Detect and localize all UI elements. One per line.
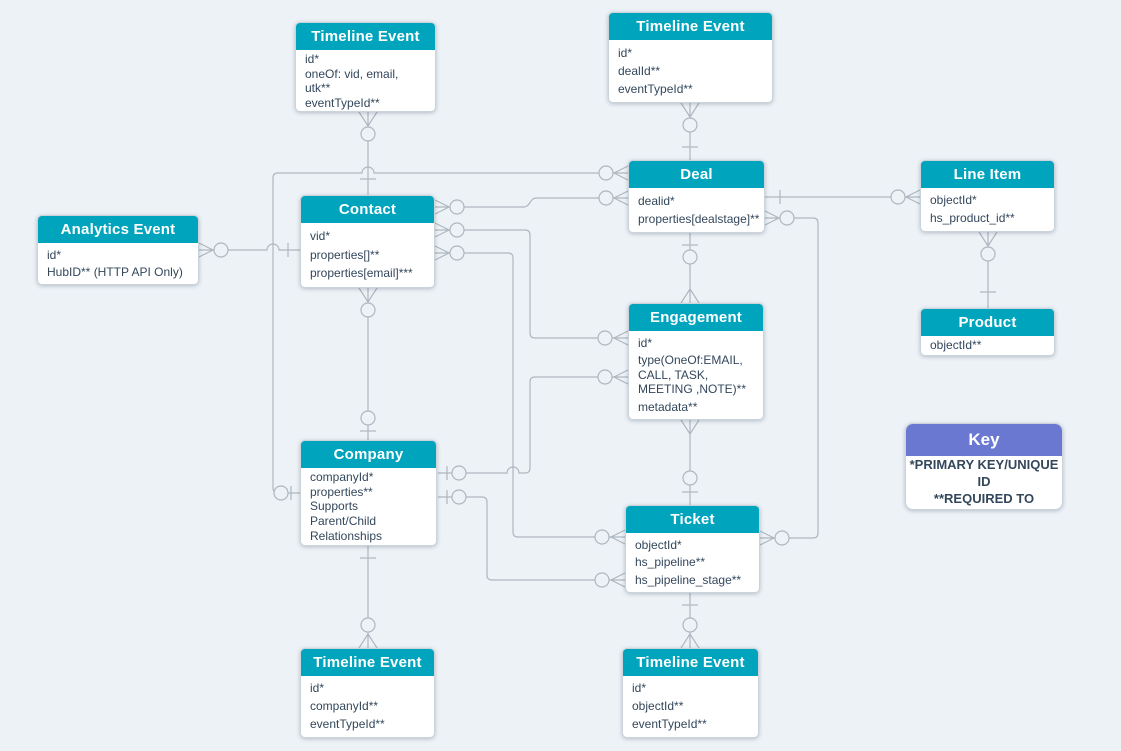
connector-analytics-contact [198, 242, 300, 258]
entity-field: hs_pipeline** [635, 555, 706, 570]
entity-field: dealId** [618, 63, 661, 78]
connector-deal-engagement [680, 233, 700, 304]
entity-title: Timeline Event [623, 649, 758, 676]
entity-title: Contact [301, 196, 434, 223]
entity-field: eventTypeId** [632, 717, 707, 732]
entity-title: Deal [629, 161, 764, 188]
entity-title: Timeline Event [296, 23, 435, 50]
entity-field: objectId** [632, 699, 684, 714]
legend-title: Key [906, 424, 1062, 456]
entity-field: companyId** [310, 699, 379, 714]
entity-contact: Contact vid* properties[]** properties[e… [300, 195, 435, 288]
entity-timeline-event-bottom-mid: Timeline Event id* objectId** eventTypeI… [622, 648, 759, 738]
entity-field: companyId* [310, 470, 374, 484]
connector-company-engagement [438, 369, 629, 481]
connector-timeline-top-mid-deal [680, 102, 700, 160]
entity-deal: Deal dealid* properties[dealstage]** [628, 160, 765, 233]
connector-ticket-timeline-bottom-mid [680, 593, 700, 649]
entity-field: properties** [310, 484, 373, 499]
connector-contact-engagement [434, 222, 629, 346]
entity-field: eventTypeId** [310, 717, 385, 732]
entity-title: Timeline Event [609, 13, 772, 40]
entity-field: HubID** (HTTP API Only) [47, 264, 183, 279]
entity-field: hs_product_id** [930, 211, 1015, 226]
connector-deal-company [272, 165, 629, 501]
connector-engagement-ticket [680, 419, 700, 505]
entity-title: Product [921, 309, 1054, 336]
entity-field: objectId* [930, 193, 977, 208]
entity-timeline-event-top-left: Timeline Event id* oneOf: vid, email, ut… [295, 22, 436, 112]
entity-field: eventTypeId** [618, 81, 693, 96]
entity-timeline-event-top-mid: Timeline Event id* dealId** eventTypeId*… [608, 12, 773, 103]
entity-company: Company companyId* properties** Supports… [300, 440, 437, 546]
entity-field: objectId* [635, 537, 682, 552]
connector-deal-ticket [759, 210, 819, 546]
connector-contact-ticket [434, 245, 626, 545]
entity-field: Supports Parent/Child Relationships [310, 499, 383, 543]
connector-company-timeline-bottom-left [358, 546, 378, 649]
entity-title: Analytics Event [38, 216, 198, 243]
entity-field: id* [310, 681, 325, 696]
entity-field: hs_pipeline_stage** [635, 572, 742, 587]
entity-field: properties[dealstage]** [638, 211, 760, 226]
entity-ticket: Ticket objectId* hs_pipeline** hs_pipeli… [625, 505, 760, 593]
legend-key: Key *PRIMARY KEY/UNIQUE ID **REQUIRED TO… [905, 423, 1063, 510]
entity-title: Company [301, 441, 436, 468]
entity-field: objectId** [930, 338, 982, 353]
entity-field: type(OneOf:EMAIL, CALL, TASK, MEETING ,N… [638, 353, 747, 397]
entity-field: dealid* [638, 193, 675, 208]
entity-field: id* [632, 681, 647, 696]
connector-timeline-top-left-contact [358, 111, 378, 195]
legend-line: **REQUIRED TO CREATE [933, 491, 1035, 509]
entity-field: oneOf: vid, email, utk** [305, 66, 399, 96]
entity-field: id* [305, 52, 320, 66]
entity-title: Line Item [921, 161, 1054, 188]
entity-field: metadata** [638, 399, 698, 414]
entity-title: Ticket [626, 506, 759, 533]
entity-timeline-event-bottom-left: Timeline Event id* companyId** eventType… [300, 648, 435, 738]
connector-contact-company [358, 287, 378, 440]
entity-line-item: Line Item objectId* hs_product_id** [920, 160, 1055, 232]
legend-line: *PRIMARY KEY/UNIQUE ID [909, 457, 1059, 489]
entity-title: Engagement [629, 304, 763, 331]
entity-field: properties[]** [310, 247, 380, 262]
entity-analytics-event: Analytics Event id* HubID** (HTTP API On… [37, 215, 199, 285]
connector-line-item-product [978, 231, 998, 308]
connector-deal-line-item [765, 189, 921, 205]
entity-field: properties[email]*** [310, 266, 413, 281]
entity-field: vid* [310, 229, 331, 244]
connector-contact-deal [434, 190, 629, 215]
entity-engagement: Engagement id* type(OneOf:EMAIL, CALL, T… [628, 303, 764, 420]
connector-company-ticket [438, 489, 626, 588]
entity-field: id* [47, 247, 62, 262]
entity-product: Product objectId** [920, 308, 1055, 356]
entity-field: id* [618, 45, 633, 60]
entity-title: Timeline Event [301, 649, 434, 676]
entity-field: id* [638, 335, 653, 350]
entity-field: eventTypeId** [305, 95, 380, 110]
